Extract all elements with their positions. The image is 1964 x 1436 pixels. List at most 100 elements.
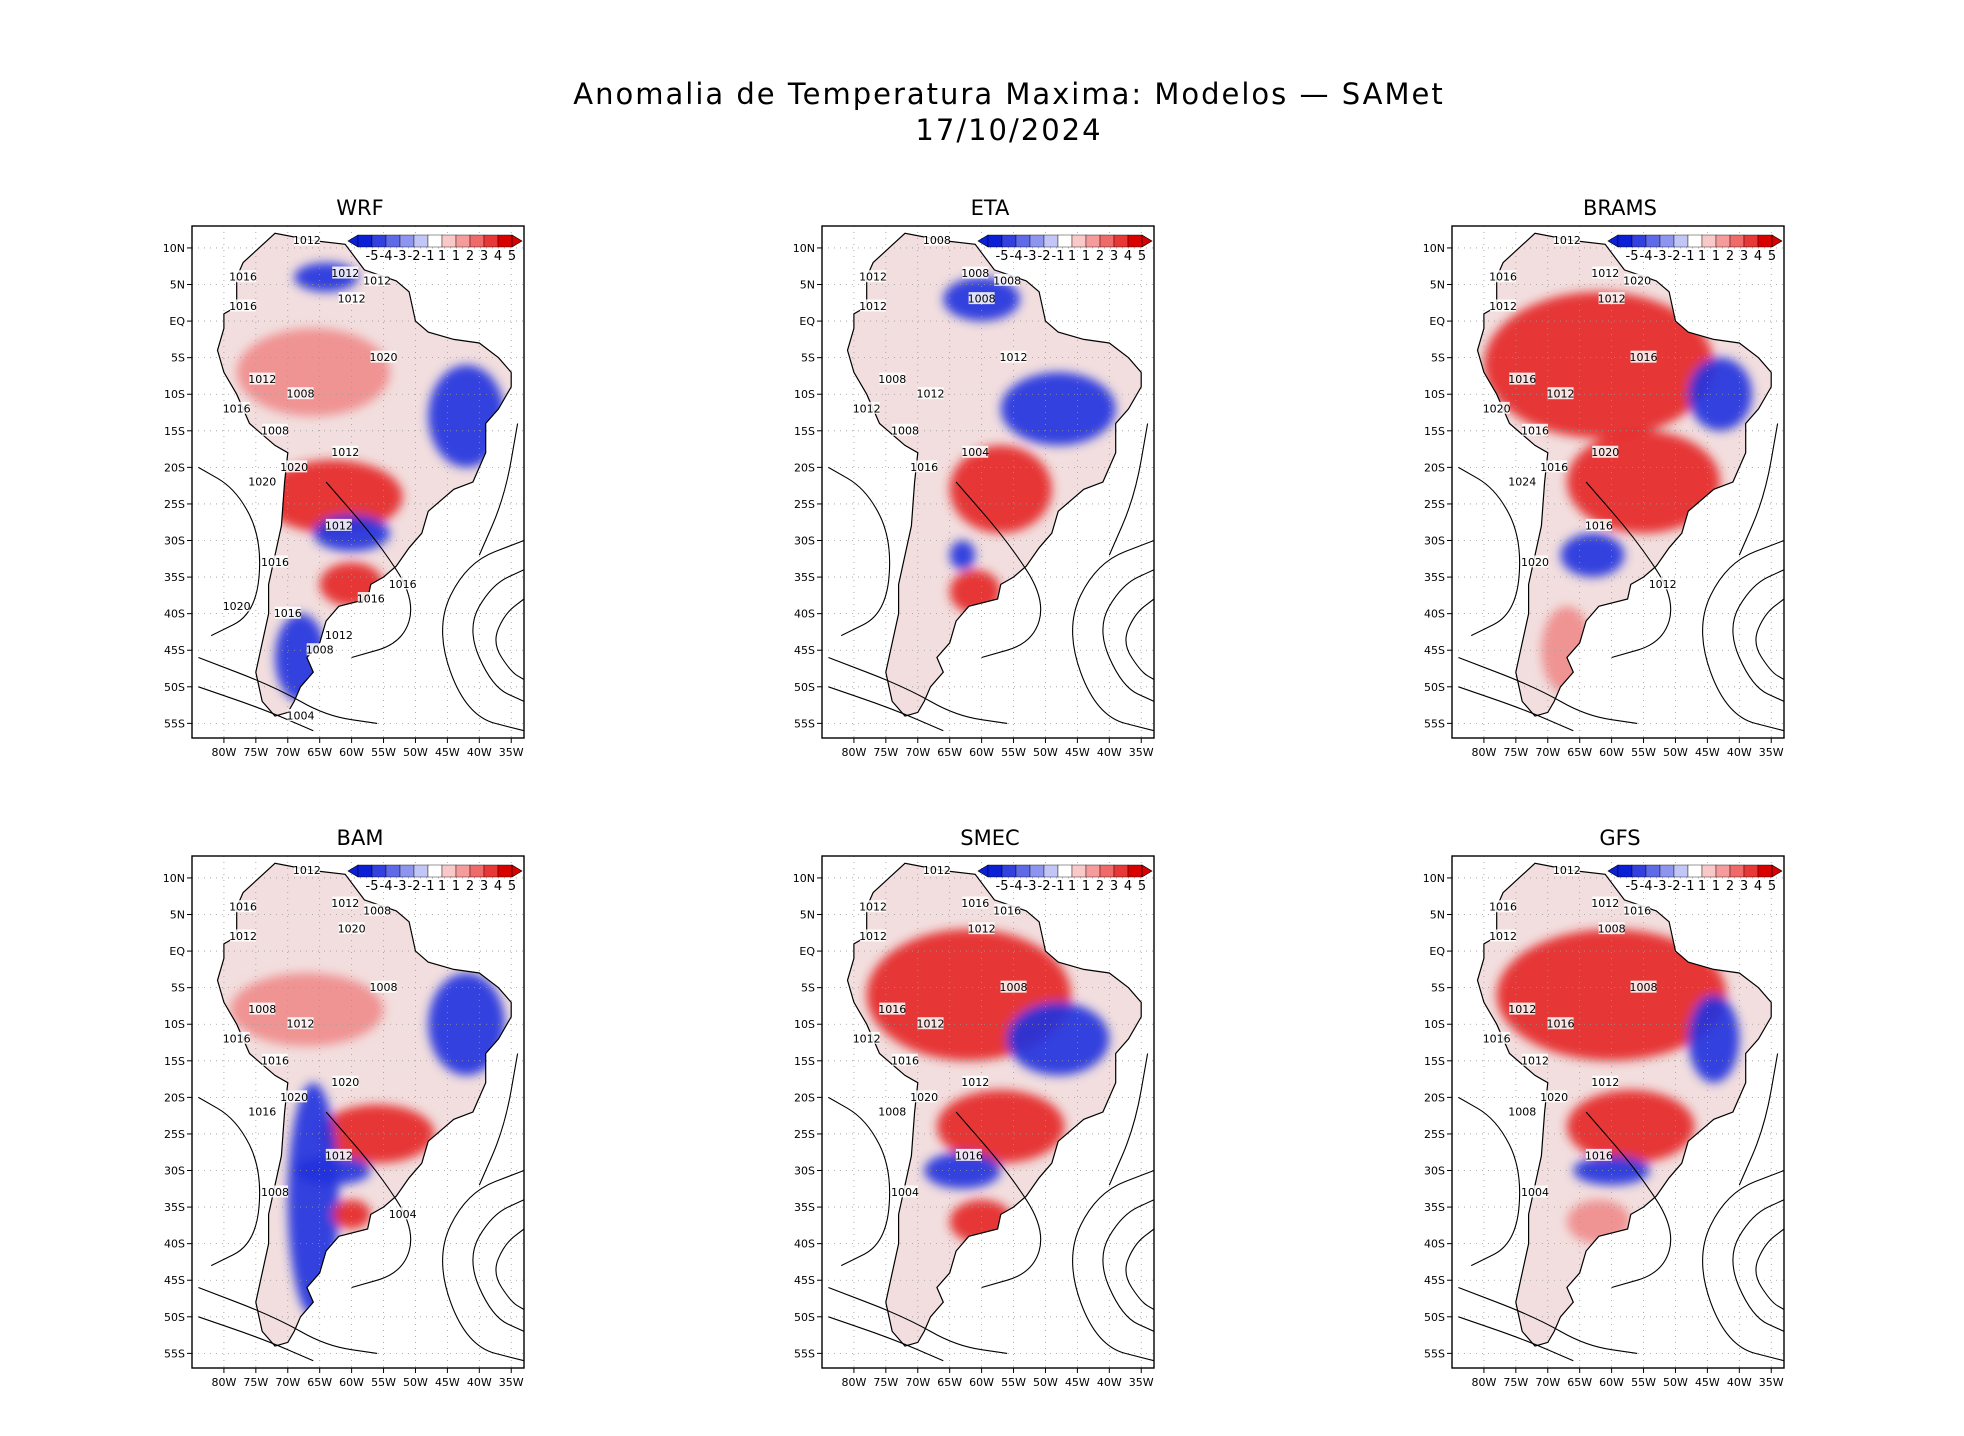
color-legend: -5 -4 -3 -2 -1 1 1 2 3 4 5	[977, 864, 1153, 894]
lat-tick-label: 5S	[171, 982, 185, 995]
lon-tick-label: 55W	[371, 1376, 396, 1389]
isobar-label: 1012	[338, 293, 366, 306]
isobar-line	[828, 466, 891, 637]
legend-swatch	[413, 234, 429, 248]
legend-label: 3	[480, 249, 488, 264]
isobar-label: 1016	[1585, 1149, 1613, 1162]
isobar-label: 1020	[910, 1091, 938, 1104]
isobar-label: 1012	[293, 864, 321, 877]
isobar-label: 1012	[923, 864, 951, 877]
lat-tick-label: 25S	[164, 498, 185, 511]
lon-tick-label: 55W	[371, 746, 396, 759]
isobar-line	[1108, 1053, 1149, 1186]
legend-swatch	[385, 864, 401, 878]
anomaly-blob	[262, 460, 403, 534]
isobar-label: 1012	[325, 629, 353, 642]
lat-tick-label: 10S	[1424, 388, 1445, 401]
isobar-label: 1024	[1508, 476, 1536, 489]
legend-label: 1	[1698, 879, 1706, 894]
lon-tick-label: 50W	[403, 1376, 428, 1389]
legend-label: -1	[1052, 879, 1065, 894]
map-canvas: 1008 1012 1008 1008 1008 1012 1012 1008 1012 1012…	[793, 225, 1155, 759]
isobar-line	[198, 1096, 261, 1267]
lat-tick-label: 10N	[1423, 242, 1445, 255]
lon-tick-label: 75W	[243, 1376, 268, 1389]
lat-tick-label: 15S	[794, 1055, 815, 1068]
isobar-line	[472, 569, 525, 702]
legend-swatch	[1645, 234, 1661, 248]
legend-label: -3	[1024, 249, 1037, 264]
lon-tick-label: 70W	[275, 1376, 300, 1389]
legend-label: 2	[1726, 249, 1734, 264]
lat-tick-label: 20S	[794, 461, 815, 474]
grid-lines	[822, 856, 1154, 1368]
lat-tick-label: 10N	[793, 242, 815, 255]
anomaly-blob	[1000, 372, 1116, 446]
isobar-label: 1016	[1623, 904, 1651, 917]
isobar-label: 1008	[1630, 981, 1658, 994]
legend-swatch	[1127, 234, 1143, 248]
isobar-line	[1732, 1199, 1785, 1332]
lon-tick-label: 40W	[1727, 1376, 1752, 1389]
isobar-line	[495, 1228, 525, 1310]
isobar-label: 1012	[917, 1018, 945, 1031]
legend-label: -2	[1038, 249, 1051, 264]
legend-label: 1	[1698, 249, 1706, 264]
isobar-line	[1458, 1286, 1638, 1354]
legend-swatch	[1029, 864, 1045, 878]
lat-tick-label: 5S	[1431, 352, 1445, 365]
lat-tick-label: 15S	[164, 1055, 185, 1068]
isobar-label: 1016	[261, 1054, 289, 1067]
legend-swatch	[987, 234, 1003, 248]
lon-tick-label: 40W	[467, 746, 492, 759]
coastline	[1476, 232, 1772, 717]
legend-swatch	[1631, 234, 1647, 248]
legend-swatch	[1057, 864, 1073, 878]
lon-tick-label: 55W	[1631, 746, 1656, 759]
lon-tick-label: 60W	[1599, 746, 1624, 759]
isobar-label: 1008	[1000, 981, 1028, 994]
longitude-axis: 80W 75W 70W 65W 60W 55W 50W 45W 40W 35W	[211, 1368, 524, 1389]
isobar-line	[198, 656, 378, 724]
isobar-label: 1020	[223, 600, 251, 613]
lat-tick-label: 25S	[794, 1128, 815, 1141]
isobar-label: 1016	[1489, 901, 1517, 914]
lon-tick-label: 75W	[1503, 1376, 1528, 1389]
legend-label: 5	[508, 879, 516, 894]
lon-tick-label: 70W	[275, 746, 300, 759]
lat-tick-label: 10S	[794, 388, 815, 401]
isobar-line	[442, 1169, 525, 1362]
legend-swatch	[1645, 864, 1661, 878]
legend-label: 1	[438, 879, 446, 894]
isobar-label: 1008	[261, 424, 289, 437]
isobar-line	[442, 539, 525, 732]
isobar-line	[1732, 569, 1785, 702]
main-title: Anomalia de Temperatura Maxima: Modelos …	[0, 76, 1964, 148]
lat-tick-label: 25S	[164, 1128, 185, 1141]
lat-tick-label: 50S	[1424, 1311, 1445, 1324]
isobar-label: 1016	[891, 1054, 919, 1067]
isobar-contours	[198, 1053, 525, 1362]
isobar-label: 1020	[1521, 556, 1549, 569]
isobar-label: 1016	[878, 1003, 906, 1016]
lon-tick-label: 70W	[1535, 746, 1560, 759]
isobar-label: 1016	[261, 556, 289, 569]
isobar-label: 1020	[248, 476, 276, 489]
isobar-label: 1016	[1540, 461, 1568, 474]
legend-swatch	[385, 234, 401, 248]
isobar-label: 1004	[891, 1186, 919, 1199]
anomaly-blob	[319, 1104, 435, 1164]
lat-tick-label: EQ	[169, 315, 185, 328]
legend-label: 1	[1068, 249, 1076, 264]
isobar-labels: 1008 1012 1008 1008 1008 1012 1012 1008 1012 1012…	[853, 233, 1028, 474]
legend-swatch	[1687, 234, 1703, 248]
legend-label: 3	[1110, 879, 1118, 894]
legend-label: 1	[1082, 249, 1090, 264]
lon-tick-label: 55W	[1001, 746, 1026, 759]
lon-tick-label: 35W	[1129, 746, 1154, 759]
legend-label: 1	[452, 249, 460, 264]
legend-label: -5	[1626, 249, 1639, 264]
lat-tick-label: 20S	[794, 1091, 815, 1104]
anomaly-blob	[1688, 994, 1740, 1083]
lat-tick-label: 5S	[801, 982, 815, 995]
